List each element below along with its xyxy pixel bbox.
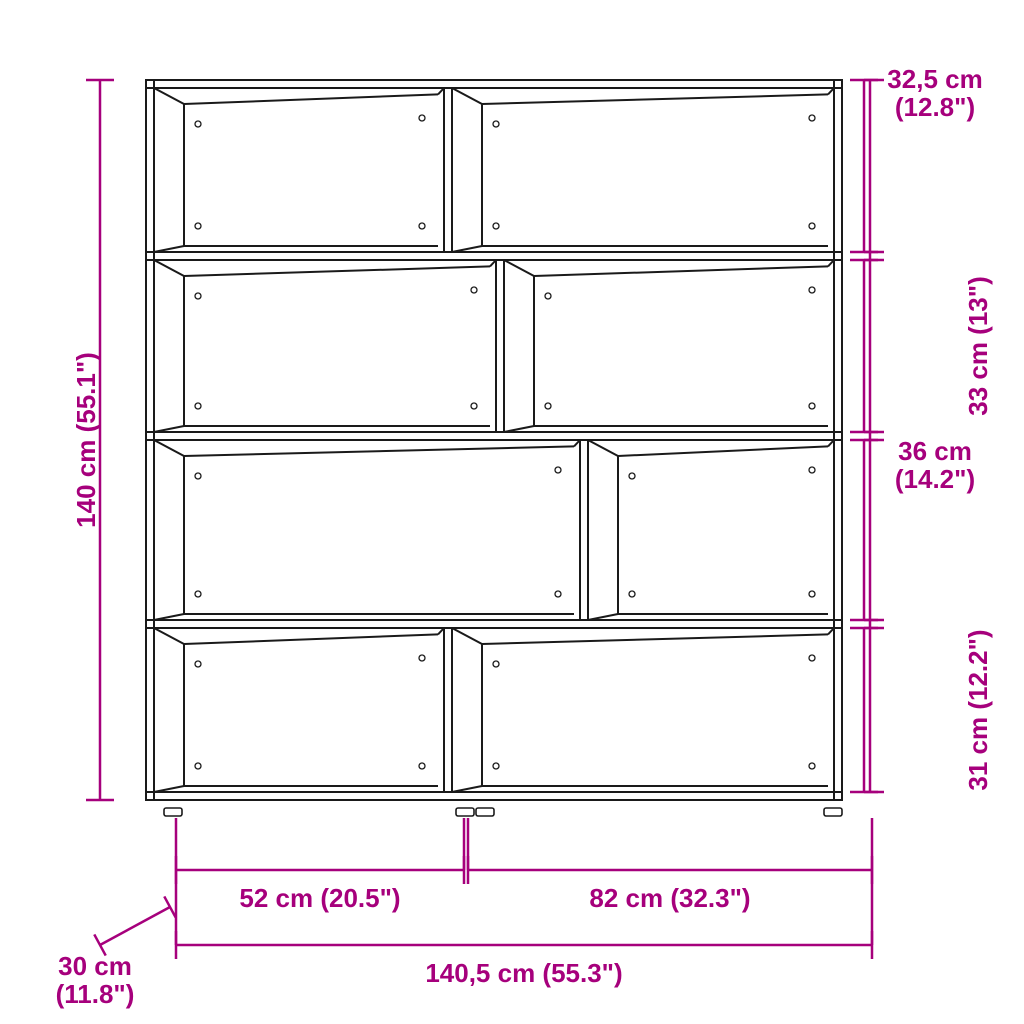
dim-right-3: 36 cm(14.2"): [895, 436, 975, 494]
shelf-row-4: [146, 620, 842, 800]
dim-width-total: 140,5 cm (55.3"): [425, 958, 622, 988]
dim-height-total: 140 cm (55.1"): [71, 352, 101, 528]
svg-text:36 cm: 36 cm: [898, 436, 972, 466]
shelf-row-3: [146, 432, 842, 628]
dim-width-1: 52 cm (20.5"): [239, 883, 400, 913]
svg-text:32,5 cm: 32,5 cm: [887, 64, 982, 94]
svg-text:(12.8"): (12.8"): [895, 92, 975, 122]
dim-right-2: 33 cm (13"): [963, 276, 993, 416]
svg-text:(11.8"): (11.8"): [56, 979, 135, 1009]
svg-text:(14.2"): (14.2"): [895, 464, 975, 494]
dim-right-4: 31 cm (12.2"): [963, 629, 993, 790]
shelf-row-2: [146, 252, 842, 440]
shelf-row-1: [146, 80, 842, 260]
dim-right-1: 32,5 cm(12.8"): [887, 64, 982, 122]
svg-text:30 cm: 30 cm: [58, 951, 132, 981]
dim-depth: 30 cm(11.8"): [56, 951, 135, 1009]
dim-width-2: 82 cm (32.3"): [589, 883, 750, 913]
